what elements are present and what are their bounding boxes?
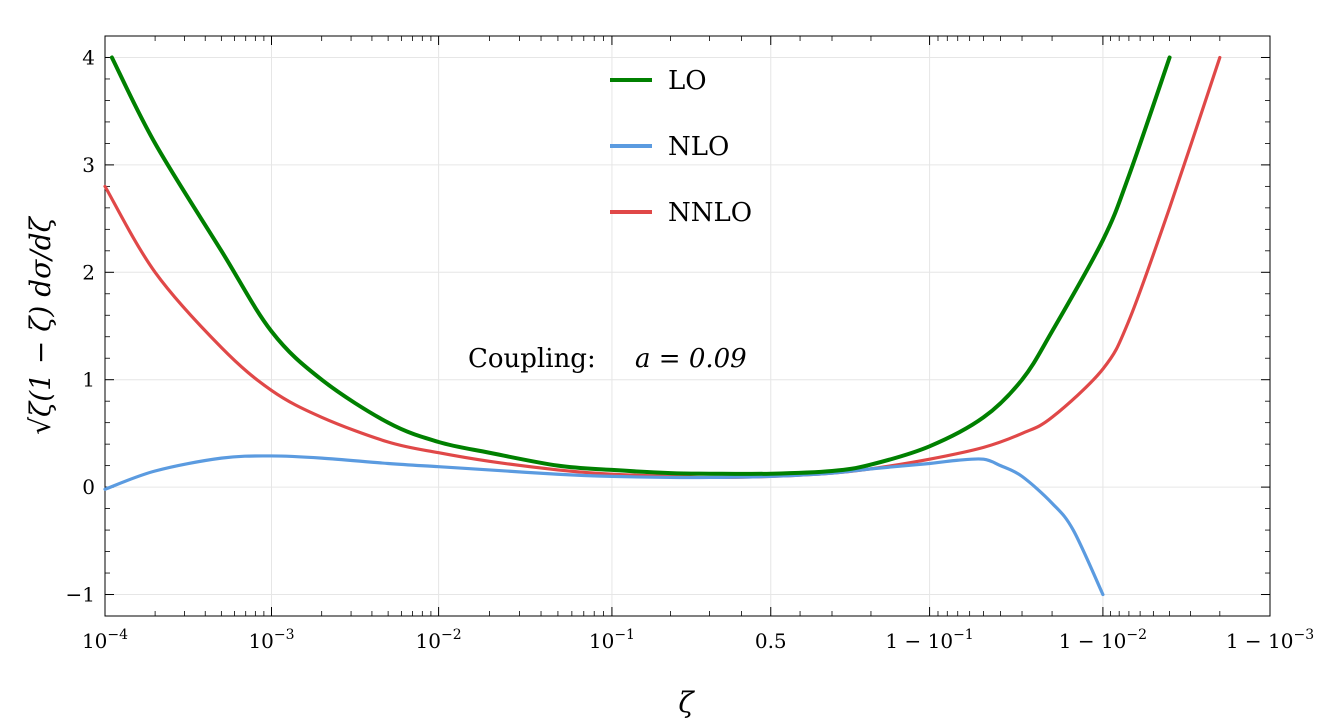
y-axis-label: √ζ(1 − ζ) dσ/dζ: [24, 215, 57, 434]
annotation-label: Coupling:: [468, 344, 596, 374]
x-tick-label: 0.5: [755, 629, 787, 653]
series-line-lo: [109, 55, 1172, 476]
series-line-nnlo: [103, 55, 1222, 480]
x-tick-label: 10−2: [416, 627, 462, 653]
grid-lines: [104, 36, 1271, 616]
x-tick-label: 10−3: [248, 627, 294, 653]
plot-frame: [104, 35, 1271, 617]
legend-label-lo: LO: [668, 66, 707, 96]
annotation-value: a = 0.09: [635, 344, 747, 374]
legend: LO NLO NNLO: [610, 66, 752, 228]
x-tick-label: 1 − 10−2: [1059, 627, 1147, 653]
legend-label-nnlo: NNLO: [668, 198, 752, 228]
x-tick-label: 10−1: [589, 627, 635, 653]
legend-label-nlo: NLO: [668, 132, 729, 162]
y-tick-labels: −1 0 1 2 3 4: [66, 45, 95, 606]
x-tick-label: 1 − 10−3: [1226, 627, 1314, 653]
x-tick-label: 1 − 10−1: [885, 627, 973, 653]
y-tick-label: 4: [82, 45, 95, 69]
y-tick-label: 2: [82, 260, 95, 284]
y-tick-label: 3: [82, 153, 95, 177]
y-tick-label: 0: [82, 475, 95, 499]
x-tick-labels: 10−4 10−3 10−2 10−1 0.5 1 − 10−1 1 − 10−2 1 − 1…: [82, 627, 1314, 653]
axis-ticks: [104, 35, 1271, 617]
series-line-nlo: [103, 454, 1105, 597]
y-tick-label: −1: [66, 583, 95, 607]
x-axis-label: ζ: [678, 686, 695, 719]
y-tick-label: 1: [82, 368, 95, 392]
x-tick-label: 10−4: [82, 627, 128, 653]
series-lines: [103, 55, 1222, 597]
